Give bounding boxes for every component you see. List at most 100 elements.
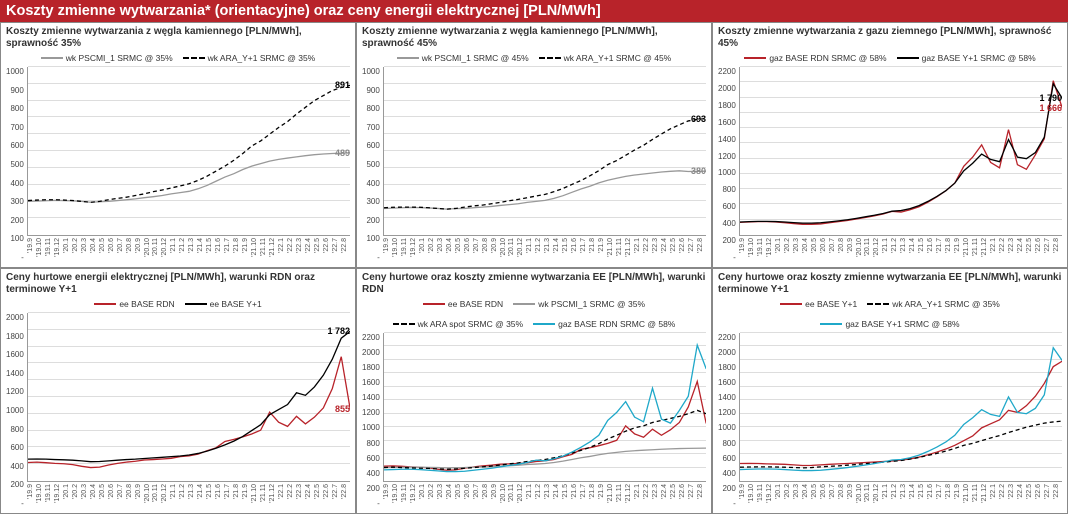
y-tick-label: 1600 bbox=[718, 378, 736, 387]
line-svg bbox=[740, 333, 1062, 481]
legend-item: gaz BASE RDN SRMC @ 58% bbox=[744, 53, 886, 63]
x-tick-label: '20.10 bbox=[856, 484, 863, 503]
x-tick-label: '21.2 bbox=[891, 484, 898, 499]
x-tick-label: '20.8 bbox=[126, 238, 133, 253]
x-tick-label: '19.10 bbox=[36, 238, 43, 257]
x-tick-label: '20.9 bbox=[491, 484, 498, 499]
x-tick-label: '21.10 bbox=[251, 238, 258, 257]
y-tick-label: - bbox=[362, 253, 380, 262]
x-tick-label: '21.4 bbox=[553, 484, 560, 499]
x-tick-label: '20.6 bbox=[108, 484, 115, 499]
x-tick-label: '22.5 bbox=[314, 484, 321, 499]
x-tick-label: '20.7 bbox=[829, 238, 836, 253]
x-tick-label: '20.2 bbox=[784, 484, 791, 499]
y-tick-label: 600 bbox=[362, 454, 380, 463]
y-tick-label: - bbox=[362, 499, 380, 508]
y-tick-label: 2200 bbox=[718, 67, 736, 76]
x-tick-label: '19.12 bbox=[766, 484, 773, 503]
x-tick-label: '21.2 bbox=[535, 484, 542, 499]
legend-item: gaz BASE Y+1 SRMC @ 58% bbox=[820, 319, 959, 329]
x-tick-label: '22.7 bbox=[688, 238, 695, 253]
y-tick-label: 2000 bbox=[362, 348, 380, 357]
x-tick-label: '20.7 bbox=[117, 484, 124, 499]
x-tick-label: '22.7 bbox=[688, 484, 695, 499]
series-line bbox=[384, 119, 706, 210]
y-tick-label: 1200 bbox=[6, 387, 24, 396]
x-tick-label: '21.10 bbox=[251, 484, 258, 503]
legend-swatch bbox=[513, 303, 535, 305]
y-tick-label: 200 bbox=[718, 484, 736, 493]
y-tick-label: 300 bbox=[6, 197, 24, 206]
y-tick-label: 800 bbox=[362, 104, 380, 113]
y-tick-label: 1000 bbox=[362, 67, 380, 76]
legend-item: wk PSCMI_1 SRMC @ 35% bbox=[41, 53, 173, 63]
x-tick-label: '20.11 bbox=[508, 238, 515, 256]
y-tick-label: 1400 bbox=[718, 393, 736, 402]
x-tick-label: '22.6 bbox=[1035, 238, 1042, 253]
chart-area: -200400600800100012001400160018002000220… bbox=[718, 333, 1062, 510]
x-tick-label: '20.12 bbox=[161, 238, 168, 257]
legend-swatch bbox=[780, 303, 802, 305]
x-tick-label: '20.1 bbox=[775, 238, 782, 253]
x-tick-label: '21.12 bbox=[269, 484, 276, 503]
x-tick-label: '20.4 bbox=[802, 484, 809, 499]
chart-panel: Koszty zmienne wytwarzania z węgla kamie… bbox=[356, 22, 712, 268]
x-tick-label: '20.4 bbox=[802, 238, 809, 253]
x-tick-label: '20.12 bbox=[873, 484, 880, 503]
x-tick-label: '22.5 bbox=[670, 238, 677, 253]
legend-swatch bbox=[397, 57, 419, 59]
chart-area: -2004006008001000120014001600180020001 7… bbox=[6, 313, 350, 510]
x-tick-label: '21.8 bbox=[233, 484, 240, 499]
legend-swatch bbox=[744, 57, 766, 59]
series-line bbox=[28, 153, 350, 202]
x-tick-label: '20.10 bbox=[500, 484, 507, 503]
y-tick-label: 100 bbox=[362, 234, 380, 243]
legend: wk PSCMI_1 SRMC @ 35%wk ARA_Y+1 SRMC @ 3… bbox=[6, 53, 350, 63]
x-tick-label: '21.6 bbox=[927, 484, 934, 499]
x-tick-label: '20.7 bbox=[829, 484, 836, 499]
chart-area: -200400600800100012001400160018002000220… bbox=[718, 67, 1062, 264]
x-tick-label: '22.4 bbox=[1017, 238, 1024, 253]
x-tick-label: '21.9 bbox=[954, 484, 961, 499]
y-tick-label: 800 bbox=[6, 425, 24, 434]
x-tick-label: '22.5 bbox=[314, 238, 321, 253]
plot bbox=[383, 333, 706, 482]
x-tick-label: '21.11 bbox=[616, 484, 623, 502]
plot: 1 782855 bbox=[27, 313, 350, 482]
y-tick-label: 200 bbox=[6, 480, 24, 489]
x-axis: '19.9'19.10'19.11'19.12'20.1'20.2'20.3'2… bbox=[739, 482, 1062, 510]
x-tick-label: '20.6 bbox=[108, 238, 115, 253]
x-tick-label: '22.6 bbox=[323, 484, 330, 499]
chart-panel: Koszty zmienne wytwarzania z gazu ziemne… bbox=[712, 22, 1068, 268]
legend-item: gaz BASE RDN SRMC @ 58% bbox=[533, 319, 675, 329]
x-tick-label: '22.3 bbox=[1008, 238, 1015, 253]
y-tick-label: 800 bbox=[718, 185, 736, 194]
x-tick-label: '20.1 bbox=[419, 484, 426, 499]
x-tick-label: '22.8 bbox=[1053, 238, 1060, 253]
chart-panel: Ceny hurtowe oraz koszty zmienne wytwarz… bbox=[356, 268, 712, 514]
x-tick-label: '20.2 bbox=[72, 238, 79, 253]
y-tick-label: 1600 bbox=[362, 378, 380, 387]
y-tick-label: 1800 bbox=[718, 363, 736, 372]
x-tick-label: '21.12 bbox=[981, 484, 988, 503]
x-tick-label: '19.9 bbox=[383, 238, 390, 253]
line-svg bbox=[28, 313, 350, 481]
x-tick-label: '20.12 bbox=[517, 238, 524, 257]
x-tick-label: '20.9 bbox=[491, 238, 498, 253]
legend-label: ee BASE RDN bbox=[119, 299, 174, 309]
y-tick-label: 800 bbox=[718, 439, 736, 448]
x-tick-label: '21.12 bbox=[981, 238, 988, 257]
x-tick-label: '22.3 bbox=[296, 238, 303, 253]
legend-item: ee BASE RDN bbox=[423, 299, 503, 309]
panel-title: Ceny hurtowe oraz koszty zmienne wytwarz… bbox=[718, 272, 1062, 295]
x-tick-label: '22.5 bbox=[670, 484, 677, 499]
x-tick-label: '19.9 bbox=[739, 238, 746, 253]
legend-item: wk ARA spot SRMC @ 35% bbox=[393, 319, 523, 329]
x-tick-label: '20.10 bbox=[856, 238, 863, 257]
x-tick-label: '22.3 bbox=[652, 238, 659, 253]
y-tick-label: 800 bbox=[6, 104, 24, 113]
x-tick-label: '20.6 bbox=[820, 484, 827, 499]
series-line bbox=[28, 357, 350, 468]
y-tick-label: 1800 bbox=[362, 363, 380, 372]
x-tick-label: '21.3 bbox=[188, 238, 195, 253]
